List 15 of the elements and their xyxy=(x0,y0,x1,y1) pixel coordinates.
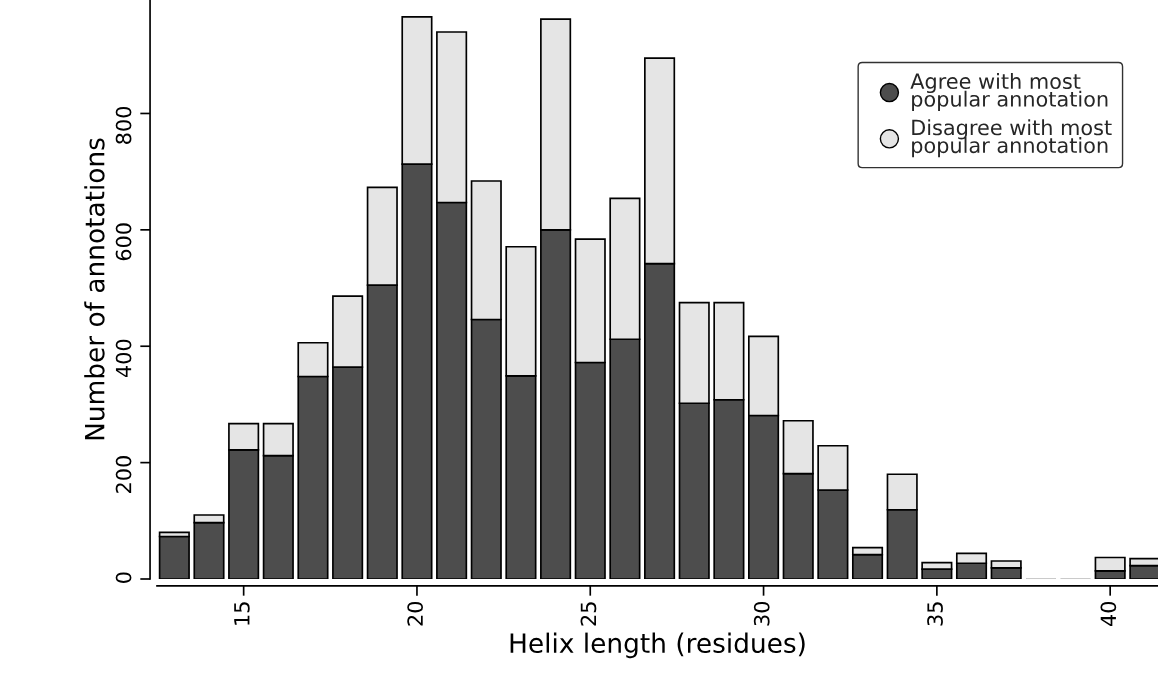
x-tick-label: 30 xyxy=(753,601,770,626)
y-tick-label: 400 xyxy=(115,339,132,378)
x-tick-label: 40 xyxy=(1100,601,1117,627)
x-tick-label: 35 xyxy=(927,602,943,626)
y-tick-label: 0 xyxy=(115,572,132,583)
x-axis-title: Helix length (residues) xyxy=(510,632,805,659)
y-axis-title: Number of annotations xyxy=(84,138,105,440)
legend-label: Disagree with most popular annotation xyxy=(912,119,1112,158)
legend-label: Agree with most popular annotation xyxy=(910,72,1108,111)
x-tick-label: 20 xyxy=(407,601,423,626)
y-tick-label: 600 xyxy=(115,223,132,261)
y-tick-label: 200 xyxy=(115,456,132,493)
x-tick-label: 15 xyxy=(234,602,250,625)
x-tick-label: 25 xyxy=(580,602,597,626)
y-tick-label: 800 xyxy=(115,106,132,144)
